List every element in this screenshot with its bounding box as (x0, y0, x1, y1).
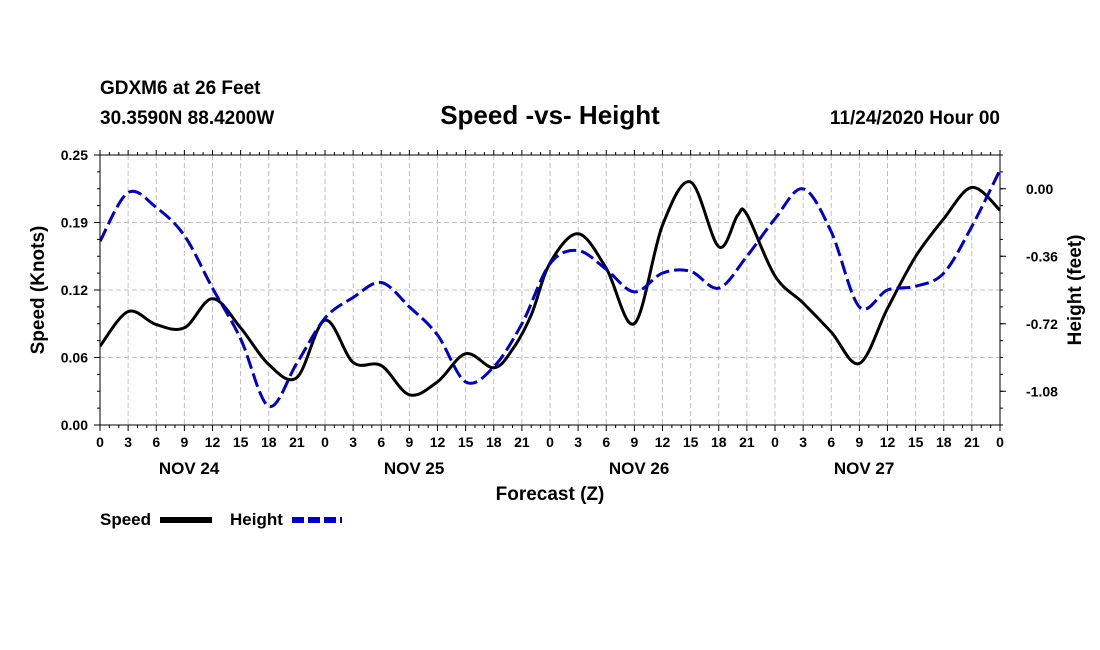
x-tick-label: 18 (486, 434, 502, 450)
grid-layer (100, 155, 1000, 425)
x-tick-label: 3 (799, 434, 807, 450)
x-tick-label: 6 (152, 434, 160, 450)
height-series-line (100, 169, 1002, 408)
day-label: NOV 25 (384, 459, 444, 478)
x-tick-label: 9 (180, 434, 188, 450)
chart-title: Speed -vs- Height (440, 100, 660, 130)
y-tick-label: 0.25 (61, 147, 88, 163)
x-tick-label: 18 (936, 434, 952, 450)
x-tick-label: 12 (430, 434, 446, 450)
y2-tick-label: -1.08 (1026, 383, 1058, 399)
x-tick-label: 6 (377, 434, 385, 450)
x-tick-label: 3 (349, 434, 357, 450)
y-tick-label: 0.12 (61, 282, 88, 298)
y2-tick-label: -0.36 (1026, 248, 1058, 264)
x-tick-label: 3 (574, 434, 582, 450)
y-axis-title: Speed (Knots) (28, 226, 49, 355)
x-tick-label: 6 (827, 434, 835, 450)
x-tick-label: 9 (630, 434, 638, 450)
x-tick-label: 0 (996, 434, 1004, 450)
x-tick-label: 12 (205, 434, 221, 450)
x-tick-label: 3 (124, 434, 132, 450)
x-axis-title: Forecast (Z) (496, 484, 605, 505)
legend-height-label: Height (230, 510, 283, 529)
day-label: NOV 27 (834, 459, 894, 478)
y2-tick-label: 0.00 (1026, 181, 1053, 197)
coords-label: 30.3590N 88.4200W (100, 108, 274, 129)
x-tick-label: 15 (458, 434, 474, 450)
x-tick-label: 0 (96, 434, 104, 450)
x-tick-label: 18 (711, 434, 727, 450)
label-layer: 0 3 6 9 12 15 18 21 0 3 6 9 12 15 18 21 0 3 6 9 12 15 18 21 0 3 6 9… (61, 147, 1058, 478)
x-tick-label: 18 (261, 434, 277, 450)
y-tick-label: 0.00 (61, 417, 88, 433)
x-tick-label: 9 (405, 434, 413, 450)
x-tick-label: 21 (289, 434, 305, 450)
x-tick-label: 12 (655, 434, 671, 450)
day-label: NOV 26 (609, 459, 669, 478)
day-label: NOV 24 (159, 459, 220, 478)
x-tick-label: 6 (602, 434, 610, 450)
station-label: GDXM6 at 26 Feet (100, 78, 261, 99)
x-tick-label: 0 (771, 434, 779, 450)
x-tick-label: 12 (880, 434, 896, 450)
x-tick-label: 21 (964, 434, 980, 450)
series-layer (100, 169, 1002, 408)
legend: Speed Height (100, 510, 342, 529)
x-tick-label: 0 (321, 434, 329, 450)
speed-series-line (100, 180, 1002, 397)
x-tick-label: 21 (739, 434, 755, 450)
y-tick-label: 0.06 (61, 350, 88, 366)
tick-layer (94, 150, 1006, 431)
legend-speed-label: Speed (100, 510, 151, 529)
x-tick-label: 15 (683, 434, 699, 450)
datetime-label: 11/24/2020 Hour 00 (830, 108, 1000, 129)
x-tick-label: 0 (546, 434, 554, 450)
y2-tick-label: -0.72 (1026, 316, 1058, 332)
x-tick-label: 21 (514, 434, 530, 450)
x-tick-label: 9 (855, 434, 863, 450)
y2-axis-title: Height (feet) (1065, 235, 1086, 346)
y-tick-label: 0.19 (61, 215, 88, 231)
x-tick-label: 15 (233, 434, 249, 450)
x-tick-label: 15 (908, 434, 924, 450)
